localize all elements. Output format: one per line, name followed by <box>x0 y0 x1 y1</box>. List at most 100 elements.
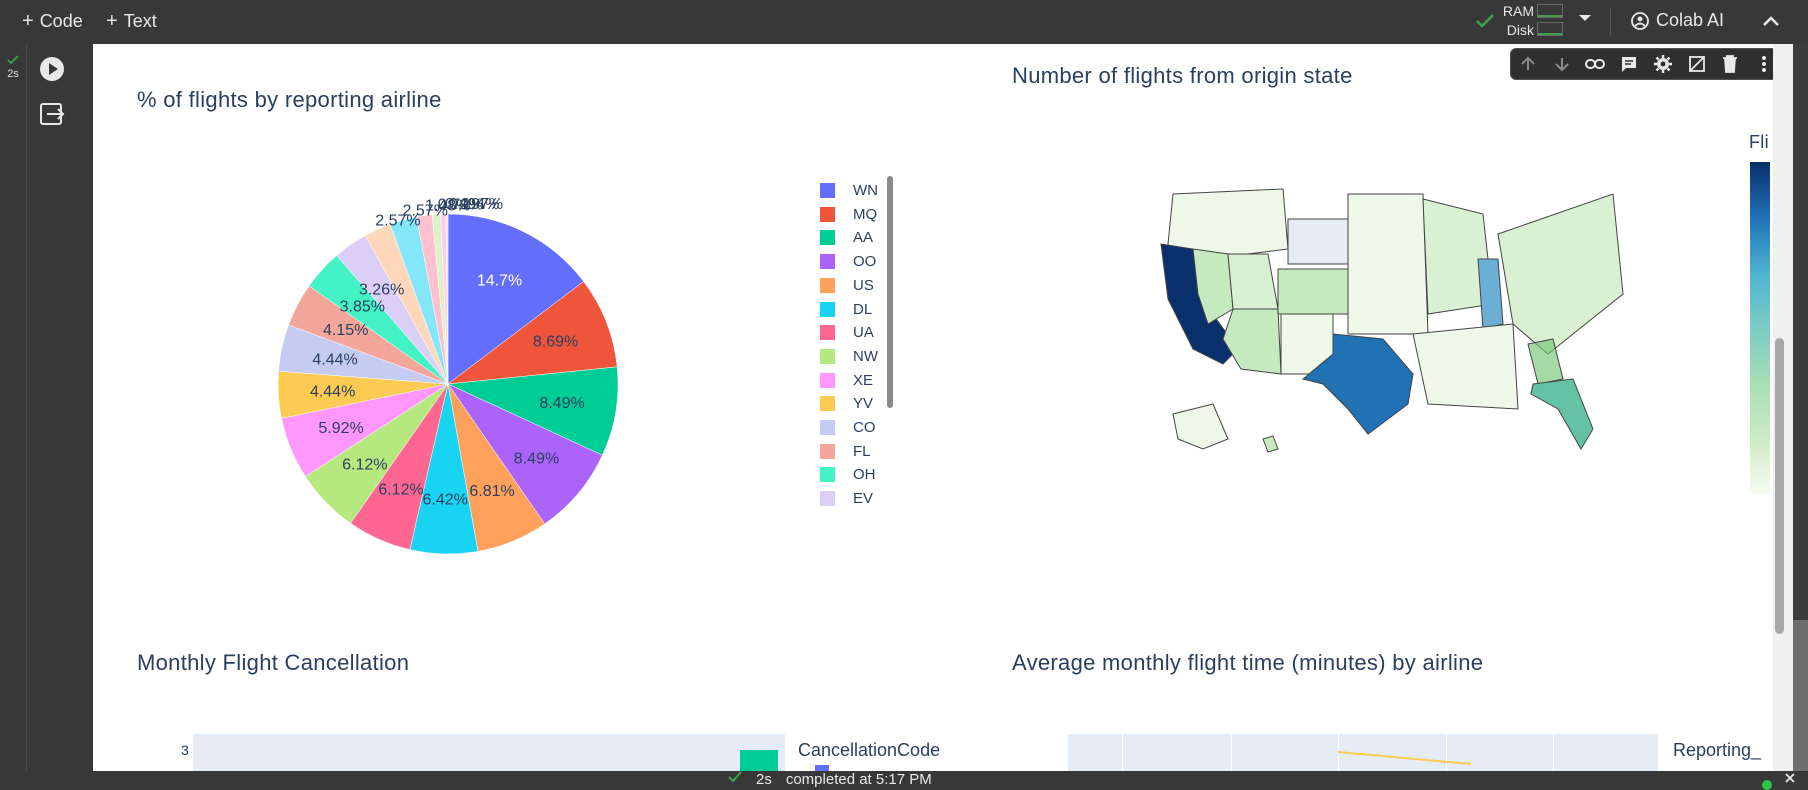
disk-bar <box>1537 22 1563 36</box>
flighttime-plot-area <box>1068 734 1658 771</box>
colab-ai-label: Colab AI <box>1656 10 1725 30</box>
pie-slice-label-12: 3.85% <box>340 298 385 315</box>
legend-item-dl[interactable]: DL <box>820 301 872 318</box>
map-chart-title: Number of flights from origin state <box>1012 63 1353 88</box>
dropdown-arrow-icon[interactable] <box>1578 13 1592 23</box>
pie-slice-label-17: 0.79% <box>438 196 483 213</box>
cancel-chart-title: Monthly Flight Cancellation <box>137 650 410 675</box>
legend-label: UA <box>853 324 874 342</box>
state-alaska <box>1172 403 1229 450</box>
legend-item-xe[interactable]: XE <box>820 372 873 389</box>
add-text-label: Text <box>123 10 157 31</box>
resource-monitor[interactable]: RAM Disk <box>1500 2 1534 40</box>
legend-scrollbar[interactable] <box>887 176 893 408</box>
cancel-legend-title: CancellationCode <box>798 740 941 760</box>
legend-item-co[interactable]: CO <box>820 419 876 436</box>
cell-toolbar <box>1510 48 1782 80</box>
plus-icon: + <box>22 10 34 32</box>
colab-ai-icon <box>1631 11 1649 30</box>
chevron-up-icon[interactable] <box>1760 10 1782 32</box>
state-nevada <box>1192 248 1234 325</box>
legend-swatch <box>820 206 835 222</box>
pie-slice-2[interactable] <box>447 366 619 456</box>
state-florida <box>1530 378 1594 450</box>
pie-slice-label-14: 2.57% <box>375 212 420 229</box>
pie-slice-label-13: 3.26% <box>359 281 404 298</box>
legend-item-fl[interactable]: FL <box>820 443 871 460</box>
pie-slice-label-9: 4.44% <box>310 383 355 400</box>
execution-status: 2s <box>6 55 20 80</box>
ram-label: RAM <box>1502 3 1534 19</box>
legend-swatch <box>820 348 835 364</box>
legend-item-oh[interactable]: OH <box>820 466 876 483</box>
legend-swatch <box>820 230 835 246</box>
toolbar-divider <box>1610 8 1611 36</box>
more-options-button[interactable] <box>1747 49 1781 79</box>
run-cell-button[interactable] <box>38 55 66 83</box>
colab-ai-button[interactable]: Colab AI <box>1630 10 1724 31</box>
add-code-label: Code <box>39 10 83 31</box>
state-texas <box>1301 333 1414 435</box>
legend-label: OH <box>853 466 876 484</box>
state-east <box>1497 193 1624 355</box>
legend-item-yv[interactable]: YV <box>820 395 873 412</box>
flighttime-chart-title: Average monthly flight time (minutes) by… <box>1012 650 1484 675</box>
choropleth-map[interactable] <box>1153 174 1653 474</box>
pie-slice-1[interactable] <box>447 281 618 385</box>
legend-item-mq[interactable]: MQ <box>820 206 877 223</box>
pie-slice-0[interactable] <box>447 213 584 385</box>
move-down-button[interactable] <box>1545 49 1579 79</box>
legend-item-wn[interactable]: WN <box>820 182 878 199</box>
pie-slice-label-10: 4.44% <box>312 351 357 368</box>
legend-label: OO <box>853 253 877 271</box>
output-menu-icon[interactable] <box>38 100 66 128</box>
state-utah <box>1227 253 1279 310</box>
legend-item-us[interactable]: US <box>820 277 874 294</box>
pie-slice-label-2: 8.49% <box>539 395 584 412</box>
pie-slice-label-0: 14.7% <box>477 273 522 290</box>
state-wyoming <box>1287 218 1349 265</box>
legend-item-ev[interactable]: EV <box>820 490 873 507</box>
resource-bars[interactable] <box>1537 4 1563 40</box>
cancel-bar <box>740 750 778 771</box>
pie-slice-19[interactable] <box>445 213 449 385</box>
output-scrollbar-thumb[interactable] <box>1775 338 1784 634</box>
legend-swatch <box>815 765 829 771</box>
pie-slice-label-19: 0.197% <box>449 196 503 213</box>
legend-item-ua[interactable]: UA <box>820 324 874 341</box>
move-up-button[interactable] <box>1511 49 1545 79</box>
pie-slice-label-4: 6.81% <box>469 483 514 500</box>
gutter-divider <box>26 44 27 771</box>
pie-slice-label-15: 2.57% <box>403 202 448 219</box>
add-code-button[interactable]: + Code <box>22 10 83 32</box>
state-hawaii <box>1262 435 1279 453</box>
comment-button[interactable] <box>1612 49 1646 79</box>
link-button[interactable] <box>1579 49 1613 79</box>
page-scrollbar-thumb[interactable] <box>1793 620 1808 771</box>
arrow-down-icon <box>1554 58 1569 72</box>
legend-item-oo[interactable]: OO <box>820 253 876 270</box>
legend-item-nw[interactable]: NW <box>820 348 878 365</box>
mirror-cell-button[interactable] <box>1680 49 1714 79</box>
legend-label: EV <box>853 490 874 508</box>
gear-icon <box>1653 55 1672 73</box>
legend-item-aa[interactable]: AA <box>820 229 873 246</box>
add-text-button[interactable]: + Text <box>106 10 157 32</box>
flighttime-legend-title: Reporting_ <box>1673 740 1762 760</box>
close-icon[interactable] <box>1784 772 1796 784</box>
state-georgia <box>1527 338 1564 385</box>
pie-slice-3[interactable] <box>447 383 603 525</box>
legend-swatch <box>820 301 835 317</box>
legend-swatch <box>820 396 835 412</box>
delete-cell-button[interactable] <box>1714 49 1748 79</box>
state-illinois <box>1477 258 1504 330</box>
status-bar: 2s completed at 5:17 PM <box>0 771 1808 788</box>
colorbar-label: Fli <box>1749 132 1769 152</box>
settings-button[interactable] <box>1646 49 1680 79</box>
legend-label: MQ <box>853 205 878 223</box>
pie-slice-label-5: 6.42% <box>422 492 467 509</box>
cell-gutter <box>0 44 93 771</box>
more-vert-icon <box>1762 56 1767 72</box>
pie-slice-label-11: 4.15% <box>323 322 368 339</box>
status-message: completed at 5:17 PM <box>785 771 932 788</box>
